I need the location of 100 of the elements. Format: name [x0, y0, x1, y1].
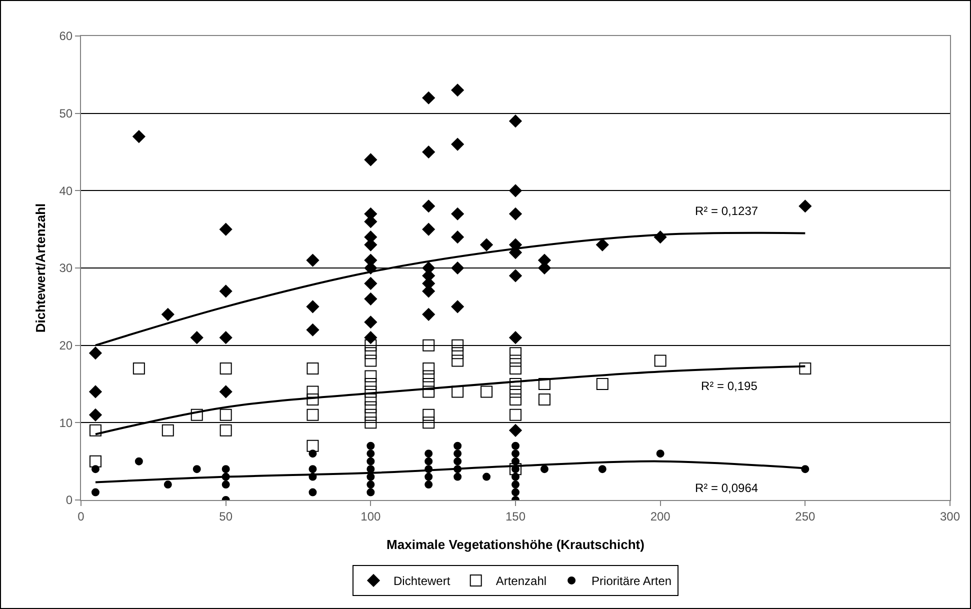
point: [132, 362, 145, 375]
point: [364, 354, 377, 367]
x-tick-label: 150: [505, 509, 526, 524]
point: [509, 269, 522, 282]
point: [509, 208, 522, 220]
point: [422, 92, 435, 104]
legend-label: Prioritäre Arten: [592, 574, 672, 588]
point: [220, 424, 232, 436]
point: [656, 450, 664, 458]
point: [306, 386, 319, 398]
point: [220, 362, 232, 375]
point: [364, 339, 377, 352]
y-tick-label: 10: [59, 416, 73, 430]
point: [538, 393, 550, 406]
point: [364, 393, 377, 406]
legend-label: Dichtewert: [394, 574, 451, 588]
point: [454, 442, 462, 450]
point: [454, 450, 462, 458]
x-tick-label: 0: [78, 509, 85, 524]
point: [451, 208, 464, 220]
y-tick-label: 20: [59, 338, 73, 353]
point: [454, 457, 462, 466]
annotation: R² = 0,1237: [695, 204, 758, 218]
point: [364, 378, 377, 390]
point: [596, 378, 608, 390]
point: [364, 316, 378, 328]
point: [540, 465, 548, 474]
point: [306, 362, 319, 375]
point: [654, 354, 666, 367]
point: [422, 416, 435, 429]
y-tick-label: 0: [66, 493, 73, 508]
point: [366, 488, 375, 496]
point: [308, 465, 317, 474]
point: [222, 465, 230, 474]
point: [306, 408, 319, 421]
point: [190, 408, 203, 421]
point: [190, 331, 204, 344]
point: [89, 346, 102, 360]
point: [482, 472, 491, 481]
point: [509, 331, 522, 344]
point: [512, 488, 520, 496]
point: [798, 200, 812, 212]
y-tick-label: 40: [59, 184, 73, 198]
point: [510, 354, 522, 367]
point: [366, 457, 375, 466]
point: [366, 450, 375, 458]
point: [192, 465, 201, 474]
point: [308, 450, 317, 458]
point: [512, 480, 520, 489]
point: [452, 354, 464, 367]
point: [422, 146, 435, 158]
point: [452, 347, 464, 360]
annotation: R² = 0,0964: [695, 481, 758, 495]
point: [512, 457, 520, 466]
point: [89, 455, 102, 468]
point: [162, 308, 174, 321]
point: [422, 408, 435, 421]
point: [364, 401, 377, 414]
point: [451, 262, 464, 274]
point: [451, 138, 464, 151]
point: [89, 408, 102, 422]
point: [424, 472, 433, 481]
point: [512, 442, 520, 450]
x-tick-label: 300: [940, 509, 960, 524]
point: [422, 222, 435, 236]
point: [510, 408, 522, 421]
point: [220, 408, 232, 421]
x-axis-title: Maximale Vegetationshöhe (Krautschicht): [386, 537, 644, 552]
point: [364, 370, 377, 382]
point: [366, 480, 375, 489]
point: [422, 339, 435, 352]
point: [364, 347, 377, 360]
point: [162, 424, 174, 436]
point: [422, 386, 435, 398]
point: [598, 465, 606, 474]
point: [164, 480, 172, 489]
y-tick-label: 50: [59, 106, 73, 121]
point: [364, 292, 378, 306]
point: [596, 238, 609, 252]
point: [451, 230, 464, 244]
point: [451, 300, 464, 314]
point: [219, 284, 232, 298]
point: [452, 339, 464, 352]
point: [512, 472, 520, 481]
point: [364, 277, 378, 290]
x-tick-label: 250: [795, 509, 816, 524]
point: [424, 450, 433, 458]
point: [306, 324, 320, 336]
point: [424, 457, 433, 466]
point: [306, 254, 320, 267]
point: [364, 386, 377, 398]
point: [219, 222, 232, 236]
point: [89, 385, 102, 398]
point: [451, 84, 464, 96]
x-tick-label: 50: [219, 509, 233, 524]
point: [510, 386, 522, 398]
y-tick-label: 60: [59, 29, 73, 44]
legend-label: Artenzahl: [496, 574, 547, 588]
point: [422, 370, 435, 382]
point: [306, 440, 319, 452]
